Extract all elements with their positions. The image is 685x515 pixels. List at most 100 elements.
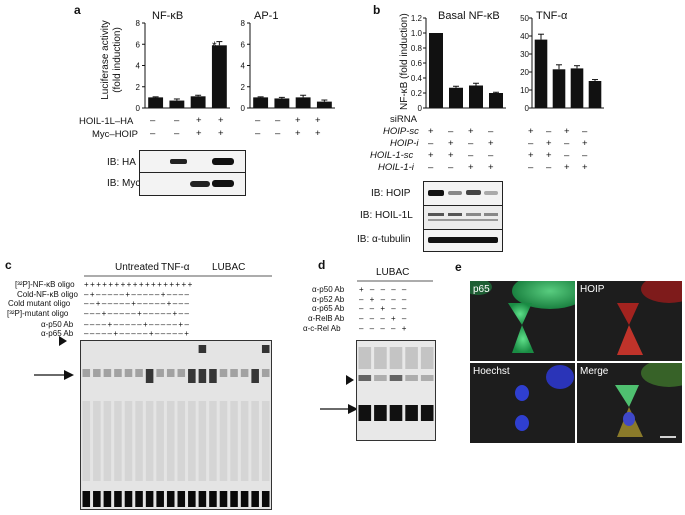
complex-band xyxy=(82,369,91,377)
sign: + xyxy=(488,162,494,173)
supershift-band xyxy=(389,375,403,381)
complex-band xyxy=(261,369,270,377)
ib-label-hoil: IB: HOIL-1L xyxy=(360,210,413,221)
panel-label-d: d xyxy=(318,258,326,272)
y-tick-label: 10 xyxy=(520,86,529,95)
y-tick-label: 8 xyxy=(241,19,246,28)
sign-row: – – + – – – – – + – – – – – + – – – xyxy=(84,299,189,308)
sign: – xyxy=(150,115,156,126)
panel-b-signs: + – + – – + – + + + – – – – + + xyxy=(428,127,508,177)
lane-smear xyxy=(251,401,259,481)
sign: – xyxy=(564,138,570,149)
nfkb-complex-band xyxy=(389,405,403,421)
lane-smear xyxy=(135,401,143,481)
ib-label-tubulin: IB: α-tubulin xyxy=(357,234,411,245)
sign: – xyxy=(428,138,434,149)
panel-b-signs-tnf: + – + – – + – + + + – – – – + + xyxy=(528,127,608,177)
lane-smear xyxy=(82,401,91,481)
complex-band xyxy=(166,369,175,377)
sign: + xyxy=(218,128,224,139)
y-tick-label: 6 xyxy=(136,40,141,49)
row-label: [³²P]-mutant oligo xyxy=(7,309,69,318)
sign: – xyxy=(428,162,434,173)
bar xyxy=(295,97,311,108)
significance-star: * xyxy=(212,39,217,53)
sign: + xyxy=(315,115,321,126)
bar xyxy=(253,97,269,108)
sign: – xyxy=(448,162,454,173)
chart-basal-nfkb: 0 0.2 0.4 0.6 0.8 1.0 1.2 xyxy=(411,14,506,113)
bar xyxy=(274,98,290,108)
lane-smear xyxy=(103,401,112,481)
complex-band xyxy=(209,369,217,383)
image-hoip: HOIP xyxy=(577,281,682,361)
row-label: α-p52 Ab xyxy=(312,295,345,304)
complex-band xyxy=(177,369,186,377)
sign: – xyxy=(528,138,534,149)
free-probe-band xyxy=(198,491,207,507)
blot-ha xyxy=(139,150,246,174)
row-label: Cold-NF-κB oligo xyxy=(17,290,78,299)
lane-smear xyxy=(374,347,387,369)
bar xyxy=(489,93,503,108)
row-label-hoil: HOIL-1L–HA xyxy=(79,116,134,127)
free-probe-band xyxy=(188,491,196,507)
bar xyxy=(588,81,602,108)
panel-label-c: c xyxy=(5,258,12,272)
sign: – xyxy=(582,150,588,161)
row-label: Cold mutant oligo xyxy=(8,299,71,308)
complex-band xyxy=(156,369,164,377)
y-tick-label: 0.8 xyxy=(411,44,423,53)
sign-row: – – – + – xyxy=(359,314,409,323)
sign: – xyxy=(488,150,494,161)
ib-label-ha: IB: HA xyxy=(107,157,136,168)
sign: – xyxy=(275,128,281,139)
row-label-hoip: Myc–HOIP xyxy=(92,129,138,140)
lane-smear xyxy=(198,401,207,481)
sign: + xyxy=(488,138,494,149)
sign: + xyxy=(564,162,570,173)
sign: – xyxy=(564,150,570,161)
y-tick-label: 30 xyxy=(520,50,529,59)
arrowhead-marker xyxy=(59,336,67,346)
sign: – xyxy=(582,126,588,137)
bar xyxy=(552,69,566,108)
group-untreated: Untreated xyxy=(115,262,159,273)
lane-smear xyxy=(389,347,403,369)
image-hoechst: Hoechst xyxy=(470,363,575,443)
ib-label-myc: IB: Myc xyxy=(107,178,141,189)
sign: – xyxy=(174,115,180,126)
sign: + xyxy=(428,126,434,137)
nfkb-complex-band xyxy=(374,405,387,421)
complex-band xyxy=(93,369,101,377)
sign: + xyxy=(448,150,454,161)
emsa-gel-c xyxy=(80,340,272,510)
supershift-band xyxy=(374,375,387,381)
sign: – xyxy=(488,126,494,137)
lane-smear xyxy=(358,347,372,369)
y-tick-label: 2 xyxy=(241,83,246,92)
bar xyxy=(190,96,206,108)
free-probe-band xyxy=(251,491,259,507)
lane-smear xyxy=(145,401,154,481)
bar xyxy=(570,68,584,108)
y-tick-label: 8 xyxy=(136,19,141,28)
nfkb-complex-band xyxy=(420,405,434,421)
sign: – xyxy=(468,138,474,149)
panel-b-rows: HOIP-sc HOIP-i HOIL-1-sc HOIL-1-i xyxy=(368,127,598,177)
blot-hoil xyxy=(423,205,503,230)
panel-c-rows: [³²P]-NF-κB oligo Cold-NF-κB oligo Cold … xyxy=(6,280,276,350)
lane-smear xyxy=(209,401,217,481)
free-probe-band xyxy=(240,491,249,507)
panel-label-a: a xyxy=(74,3,81,17)
sign: – xyxy=(546,126,552,137)
sign: + xyxy=(295,115,301,126)
free-probe-band xyxy=(135,491,143,507)
sign: + xyxy=(218,115,224,126)
free-probe-band xyxy=(93,491,101,507)
row-label: α-c-Rel Ab xyxy=(303,324,341,333)
y-tick-label: 2 xyxy=(136,83,141,92)
row-label: α-RelB Ab xyxy=(308,314,345,323)
